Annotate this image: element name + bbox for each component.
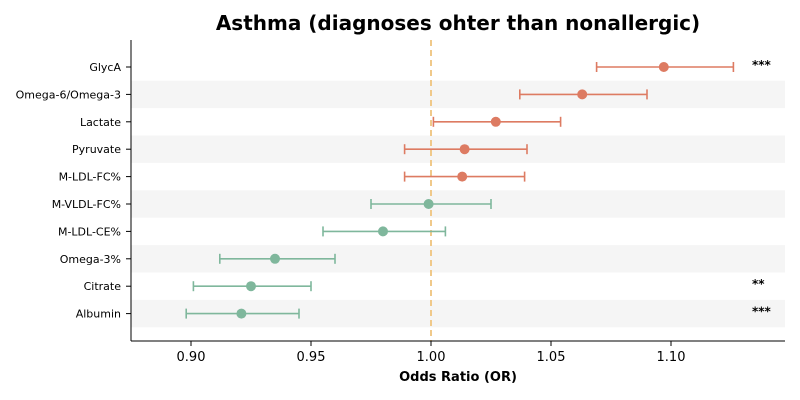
or-point xyxy=(246,281,256,292)
y-tick-label: Lactate xyxy=(80,116,121,129)
or-point xyxy=(378,226,388,237)
y-tick-label: Citrate xyxy=(84,280,122,293)
significance-label: ** xyxy=(752,277,765,291)
significance-label: *** xyxy=(752,305,772,319)
row-band xyxy=(131,80,785,109)
y-tick-label: Albumin xyxy=(76,308,121,321)
or-point xyxy=(423,199,434,209)
y-tick-label: M-LDL-FC% xyxy=(59,171,121,184)
or-point xyxy=(270,253,280,264)
y-tick-label: Omega-6/Omega-3 xyxy=(16,88,121,101)
or-point xyxy=(236,308,247,319)
x-tick-label: 0.95 xyxy=(297,350,326,365)
forest-row: Pyruvate xyxy=(72,143,528,156)
forest-row: M-LDL-CE% xyxy=(58,225,447,238)
chart-title: Asthma (diagnoses ohter than nonallergic… xyxy=(216,11,700,35)
x-tick-label: 1.10 xyxy=(657,350,686,365)
forest-row: GlycA *** xyxy=(89,58,771,74)
forest-row: Albumin *** xyxy=(76,305,772,321)
forest-row: M-LDL-FC% xyxy=(59,171,526,184)
or-point xyxy=(658,62,669,72)
x-ticks: 0.90 0.95 1.00 1.05 1.10 xyxy=(177,341,686,365)
y-tick-label: M-LDL-CE% xyxy=(58,225,121,238)
data-rows: GlycA *** Omega-6/Omega-3 Lactate Pyruvate M-… xyxy=(16,58,772,321)
x-tick-label: 0.90 xyxy=(177,350,206,365)
forest-row: Citrate ** xyxy=(84,277,766,293)
forest-row: Omega-3% xyxy=(60,253,336,266)
x-axis-label: Odds Ratio (OR) xyxy=(399,370,517,385)
forest-row: Lactate xyxy=(80,116,562,129)
y-tick-label: Pyruvate xyxy=(72,143,121,156)
significance-label: *** xyxy=(752,58,772,72)
forest-row: Omega-6/Omega-3 xyxy=(16,88,648,101)
or-point xyxy=(457,171,468,182)
or-point xyxy=(577,89,588,100)
or-point xyxy=(490,116,501,127)
axes xyxy=(130,40,785,342)
y-tick-label: GlycA xyxy=(89,61,121,74)
forest-row: M-VLDL-FC% xyxy=(52,198,492,211)
y-tick-label: M-VLDL-FC% xyxy=(52,198,121,211)
x-tick-label: 1.00 xyxy=(417,350,446,365)
or-point xyxy=(459,144,470,155)
y-tick-label: Omega-3% xyxy=(60,253,121,266)
x-tick-label: 1.05 xyxy=(537,350,566,365)
